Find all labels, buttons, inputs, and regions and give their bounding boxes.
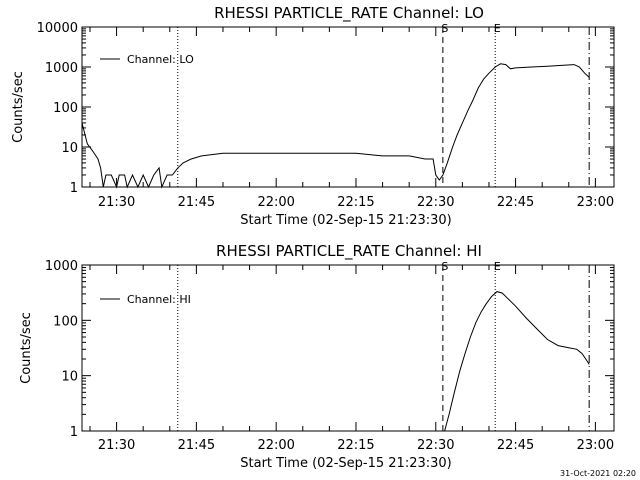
y-axis-ticks: 1 10 100 1000 10000 [37,21,614,196]
panel-lo: RHESSI PARTICLE_RATE Channel: LO 21:30 21… [11,4,615,228]
x-tick-label: 22:45 [497,438,534,453]
x-tick-label: 22:15 [337,438,374,453]
y-tick-label: 10000 [37,21,78,36]
y-tick-label: 100 [53,314,78,329]
panel-title: RHESSI PARTICLE_RATE Channel: HI [216,242,482,261]
series-line [81,63,590,189]
panel-title: RHESSI PARTICLE_RATE Channel: LO [214,4,484,23]
y-tick-label: 1000 [45,259,78,274]
y-tick-label: 1 [70,425,78,440]
legend: Channel: LO [100,53,194,66]
legend: Channel: HI [100,293,191,306]
event-marker-label: S [441,260,448,273]
x-axis-title: Start Time (02-Sep-15 21:23:30) [240,213,451,228]
y-tick-label: 10 [61,370,78,385]
y-tick-label: 1000 [45,61,78,76]
x-tick-label: 22:45 [497,195,534,210]
series [81,63,590,189]
y-axis-title: Counts/sec [19,312,34,384]
y-axis-ticks: 1 10 100 1000 [45,259,614,440]
x-axis-title: Start Time (02-Sep-15 21:23:30) [240,456,451,471]
x-tick-label: 21:30 [98,438,135,453]
x-tick-label: 22:00 [257,195,294,210]
footer-timestamp: 31-Oct-2021 02:20 [560,469,636,478]
legend-label: Channel: HI [127,293,191,306]
event-marker-label: E [494,260,501,273]
series-line [444,291,590,432]
x-tick-label: 21:30 [98,195,135,210]
x-tick-label: 21:45 [178,438,215,453]
y-tick-label: 10 [61,141,78,156]
y-axis-title: Counts/sec [11,71,26,143]
event-marker-label: S [441,22,448,35]
legend-label: Channel: LO [127,53,194,66]
series [444,291,590,432]
plot-frame [81,264,615,432]
x-tick-label: 22:00 [257,438,294,453]
x-tick-label: 23:00 [577,438,614,453]
x-tick-label: 22:30 [417,195,454,210]
event-marker-label: E [494,22,501,35]
panel-hi: RHESSI PARTICLE_RATE Channel: HI 21:30 21… [19,242,615,471]
x-tick-label: 22:15 [337,195,374,210]
x-tick-label: 23:00 [577,195,614,210]
x-axis-ticks: 21:30 21:45 22:00 22:15 22:30 22:45 23:00 [89,27,614,210]
y-tick-label: 1 [70,181,78,196]
x-axis-ticks: 21:30 21:45 22:00 22:15 22:30 22:45 23:00 [89,265,614,453]
y-tick-label: 100 [53,101,78,116]
x-tick-label: 22:30 [417,438,454,453]
x-tick-label: 21:45 [178,195,215,210]
